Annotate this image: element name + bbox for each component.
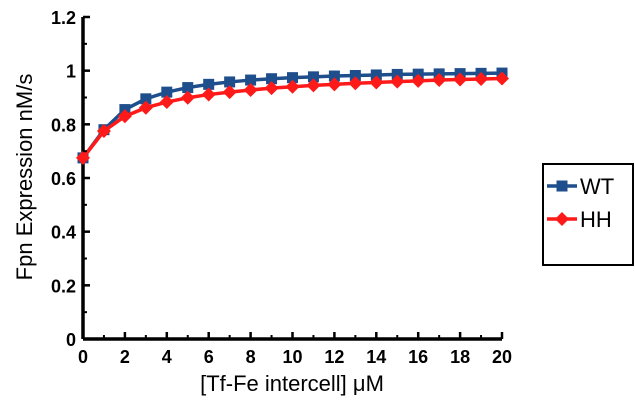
data-point-hh <box>306 78 321 93</box>
data-point-hh <box>369 75 384 90</box>
x-tick-label: 18 <box>450 347 470 367</box>
data-point-wt <box>349 69 361 81</box>
x-tick-label: 0 <box>78 347 88 367</box>
legend: WT HH <box>542 163 634 266</box>
data-point-wt <box>307 71 319 83</box>
y-tick-label: 0.2 <box>51 276 76 296</box>
data-point-wt <box>203 78 215 90</box>
data-point-hh <box>138 100 153 115</box>
x-tick-label: 12 <box>324 347 344 367</box>
tick-labels: 0 2 4 6 8 10 12 14 16 18 20 0 0.2 0.4 0.6 0.8 1 1.2 <box>51 8 512 367</box>
x-tick-label: 2 <box>120 347 130 367</box>
data-point-wt <box>245 74 257 86</box>
data-point-hh <box>411 73 426 88</box>
data-point-wt <box>287 72 298 84</box>
x-tick-label: 4 <box>162 347 172 367</box>
x-tick-label: 14 <box>366 347 386 367</box>
data-point-hh <box>453 72 468 87</box>
legend-marker-wt <box>556 180 568 192</box>
y-tick-label: 0.8 <box>51 115 76 135</box>
data-point-hh <box>327 77 342 92</box>
data-point-hh <box>96 124 111 139</box>
data-point-wt <box>140 93 152 105</box>
data-point-wt <box>266 73 278 85</box>
y-tick-label: 1 <box>66 62 76 82</box>
axes <box>81 17 502 341</box>
data-point-hh <box>117 109 132 124</box>
legend-marker-hh <box>555 212 569 226</box>
legend-label-hh: HH <box>580 207 612 232</box>
legend-items: WT HH <box>547 174 614 232</box>
data-point-wt <box>224 76 236 88</box>
y-tick-label: 0.4 <box>51 223 76 243</box>
y-tick-label: 0 <box>66 330 76 350</box>
data-point-wt <box>182 82 194 94</box>
data-point-hh <box>159 95 174 110</box>
data-point-hh <box>495 71 509 86</box>
data-point-hh <box>348 76 363 91</box>
x-tick-label: 16 <box>408 347 428 367</box>
x-tick-label: 10 <box>282 347 302 367</box>
data-point-hh <box>76 150 90 165</box>
data-point-hh <box>243 82 258 97</box>
data-point-hh <box>180 90 195 105</box>
data-point-wt <box>391 68 403 80</box>
x-axis-title: [Tf-Fe intercell] μM <box>200 371 384 396</box>
data-point-hh <box>264 81 279 96</box>
data-point-hh <box>432 73 447 88</box>
data-point-hh <box>474 71 489 86</box>
data-point-hh <box>390 74 405 89</box>
data-point-hh <box>222 85 237 100</box>
series-hh <box>76 71 509 165</box>
y-axis-title: Fpn Expression nM/s <box>12 74 37 281</box>
x-tick-label: 8 <box>246 347 256 367</box>
data-point-hh <box>201 87 216 102</box>
x-tick-label: 20 <box>492 347 512 367</box>
series-layer <box>76 67 509 165</box>
y-tick-label: 1.2 <box>51 8 76 28</box>
x-tick-label: 6 <box>204 347 214 367</box>
legend-label-wt: WT <box>580 174 614 199</box>
y-tick-label: 0.6 <box>51 169 76 189</box>
data-point-wt <box>328 70 340 82</box>
data-point-wt <box>370 69 382 81</box>
data-point-wt <box>161 86 173 98</box>
data-point-hh <box>285 79 300 94</box>
